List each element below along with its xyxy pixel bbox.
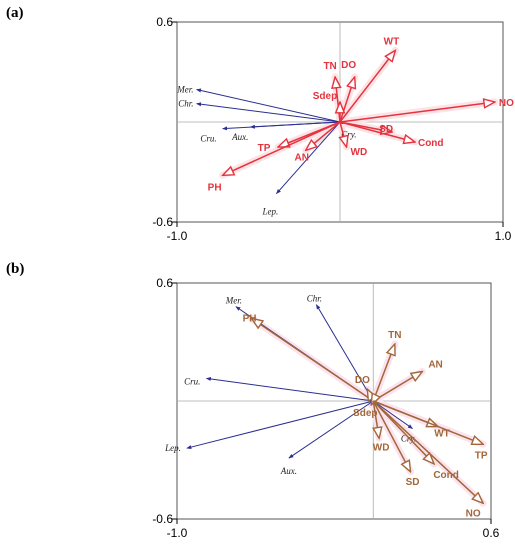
env-arrow-no — [339, 102, 495, 123]
panel-label-b: (b) — [6, 261, 24, 277]
env-label-tn: TN — [388, 330, 401, 341]
env-arrow-no — [372, 400, 483, 503]
env-arrow-do — [339, 77, 355, 123]
species-label-lep: Lep. — [164, 443, 181, 453]
env-arrow-an — [372, 372, 422, 402]
env-label-sd: SD — [406, 477, 420, 488]
env-arrow-an — [306, 121, 341, 150]
env-arrow-tn — [335, 77, 340, 123]
species-label-cru: Cru. — [184, 376, 200, 386]
env-label-no: NO — [466, 508, 481, 519]
env-label-an: AN — [428, 360, 442, 371]
env-label-cond: Cond — [433, 470, 459, 481]
env-label-tp: TP — [475, 450, 488, 461]
biplot-panel-a: (a) -1.0 1.0 0.6 -0.6 Mer. Chr. Cru. Aux. Lep. Cry… — [6, 5, 514, 243]
env-arrow-cond — [339, 121, 415, 142]
species-arrow-chr — [315, 304, 374, 402]
env-label-wd: WD — [373, 442, 390, 453]
env-label-wt: WT — [384, 36, 400, 47]
species-label-chr: Chr. — [178, 99, 193, 109]
species-arrow-cru — [205, 377, 374, 402]
species-label-mer: Mer. — [225, 296, 242, 306]
env-label-an: AN — [295, 152, 309, 163]
species-arrow-chr — [196, 102, 341, 123]
env-label-do: DO — [341, 60, 356, 71]
species-label-chr: Chr. — [307, 294, 322, 304]
species-arrow-aux — [288, 400, 374, 459]
env-label-sd: SD — [379, 124, 393, 135]
env-label-ph: PH — [243, 313, 257, 324]
x-tick-label: 1.0 — [495, 229, 512, 243]
env-label-ph: PH — [208, 182, 222, 193]
env-arrow-wd — [340, 121, 347, 147]
species-label-lep: Lep. — [262, 207, 279, 217]
env-label-wd: WD — [351, 147, 368, 158]
species-label-mer: Mer. — [176, 85, 193, 95]
env-arrow-ph — [223, 121, 341, 175]
x-tick-label: 0.6 — [483, 526, 500, 540]
env-arrow-cond — [372, 400, 434, 464]
species-arrow-lep — [276, 121, 341, 195]
env-label-do: DO — [355, 375, 370, 386]
species-label-aux: Aux. — [231, 132, 248, 142]
species-arrow-aux — [249, 121, 341, 129]
env-label-wt: WT — [434, 429, 450, 440]
species-arrow-lep — [186, 400, 374, 450]
env-arrow-tp — [372, 400, 483, 444]
species-arrow-mer — [196, 88, 341, 123]
y-tick-label: -0.6 — [152, 215, 173, 229]
env-label-tn: TN — [323, 61, 336, 72]
species-label-aux: Aux. — [280, 466, 297, 476]
y-tick-label: 0.6 — [156, 276, 173, 290]
biplot-panel-b: (b)-1.00.60.6-0.6Mer.Chr.Cru.Lep.Aux.Cry… — [6, 261, 500, 540]
y-tick-label: -0.6 — [152, 512, 173, 526]
env-label-no: NO — [499, 98, 514, 109]
env-label-tp: TP — [258, 143, 271, 154]
env-label-cond: Cond — [418, 138, 444, 149]
env-arrow-sd — [372, 400, 410, 472]
env-arrow-ph — [252, 318, 374, 402]
species-label-cru: Cru. — [200, 134, 216, 144]
env-label-sdep: Sdep — [353, 408, 377, 419]
species-label-cry: Cry. — [341, 130, 356, 140]
x-tick-label: -1.0 — [167, 229, 188, 243]
x-tick-label: -1.0 — [167, 526, 188, 540]
panel-label-a: (a) — [6, 5, 24, 21]
env-label-sdep: Sdep — [313, 91, 337, 102]
y-tick-label: 0.6 — [156, 15, 173, 29]
env-arrow-wt — [339, 50, 395, 123]
env-arrow-wd — [373, 400, 379, 438]
